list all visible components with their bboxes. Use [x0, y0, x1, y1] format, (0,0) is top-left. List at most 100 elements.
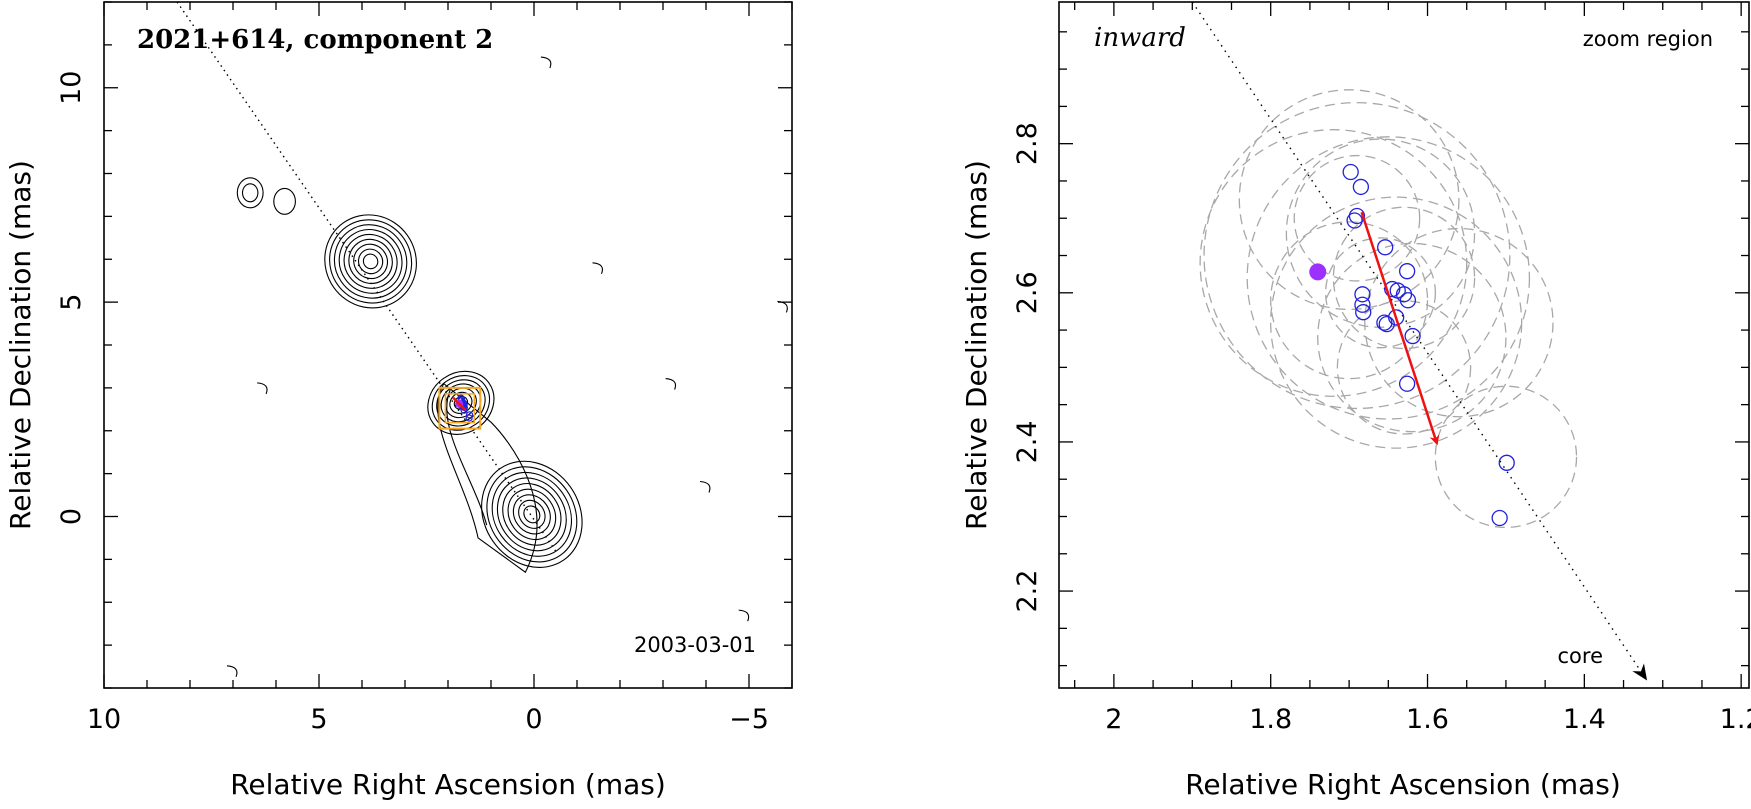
- component-point-4: [1377, 239, 1394, 256]
- contour-core-4: [502, 483, 562, 546]
- contour-core-3: [496, 477, 567, 552]
- core-label: core: [1558, 644, 1604, 668]
- left-xtick-label-3: −5: [729, 704, 769, 735]
- uncertainty-circle-11: [1336, 300, 1472, 435]
- motion-vector: [1360, 211, 1440, 446]
- component-point-9: [1399, 292, 1417, 309]
- noise-contour-5: [540, 56, 552, 69]
- contour-knot-north-3: [338, 228, 403, 294]
- observation-date: 2003-03-01: [634, 633, 756, 657]
- contour-core-6: [512, 494, 551, 535]
- component-point-12: [1355, 304, 1372, 321]
- noise-contour-0: [257, 382, 268, 395]
- zoom-region-box-inner: [444, 393, 475, 424]
- left-point-18: [465, 411, 474, 419]
- component-point-16: [1404, 327, 1421, 345]
- motion-vector-arrow: [1360, 211, 1440, 446]
- component-point-10: [1354, 286, 1371, 303]
- component-point-17: [1398, 375, 1416, 392]
- component-point-0: [1342, 163, 1359, 181]
- left-y-axis-label: Relative Declination (mas): [4, 160, 37, 530]
- left-x-axis-label: Relative Right Ascension (mas): [230, 768, 666, 801]
- right-x-axis-label: Relative Right Ascension (mas): [1185, 768, 1621, 801]
- contour-core-0: [481, 460, 583, 568]
- right-xtick-label-4: 1.2: [1720, 704, 1751, 735]
- component-point-18: [1498, 454, 1515, 471]
- right-axis-ticks: 2 1.8 1.6 1.4 1.2 2.2 2.4 2.6 2.8: [1012, 2, 1751, 735]
- uncertainty-circles: [1199, 89, 1578, 529]
- right-xtick-label-2: 1.6: [1406, 704, 1449, 735]
- left-point-19: [465, 414, 473, 422]
- noise-contour-1: [592, 262, 603, 275]
- component-point-5: [1398, 263, 1416, 280]
- right-y-axis-label: Relative Declination (mas): [960, 160, 993, 530]
- left-ytick-label-0: 0: [56, 508, 87, 525]
- right-panel: 2 1.8 1.6 1.4 1.2 2.2 2.4 2.6 2.8 inward zoom re…: [960, 1, 1751, 801]
- left-xtick-label-0: 10: [87, 704, 121, 735]
- noise-contour-4: [738, 609, 750, 622]
- inward-label: inward: [1094, 23, 1186, 53]
- contour-knot-north-5: [348, 238, 393, 284]
- noise-contour-7: [777, 300, 788, 313]
- mean-position-marker: [1309, 263, 1327, 281]
- right-ytick-label-1: 2.4: [1012, 420, 1043, 463]
- uncertainty-circle-3: [1246, 136, 1531, 420]
- component-point-1: [1352, 178, 1370, 196]
- right-xtick-label-1: 1.8: [1249, 704, 1292, 735]
- uncertainty-circle-10: [1293, 154, 1421, 282]
- contour-knot-north-1: [329, 219, 413, 304]
- component-point-14: [1376, 314, 1393, 331]
- noise-contour-6: [226, 665, 238, 678]
- uncertainty-circle-4: [1285, 138, 1476, 328]
- contour-knot-north-6: [353, 243, 389, 280]
- noise-contour-2: [665, 378, 677, 390]
- left-xtick-label-2: 0: [525, 704, 542, 735]
- left-markers: [438, 386, 482, 430]
- contour-knot-north-7: [357, 248, 384, 275]
- left-plot-frame: [103, 1, 793, 689]
- zoom-region-box: [438, 386, 482, 430]
- uncertainty-circle-5: [1332, 206, 1476, 350]
- uncertainty-circle-1: [1199, 129, 1468, 397]
- contour-core-5: [507, 488, 557, 541]
- left-ytick-label-2: 10: [56, 71, 87, 105]
- contour-knot-middle-0: [427, 370, 495, 435]
- uncertainty-circle-0: [1238, 89, 1460, 311]
- contour-core-8: [523, 505, 541, 524]
- uncertainty-circle-2: [1203, 101, 1511, 410]
- jet-axis-line: [1191, 1, 1648, 681]
- uncertainty-circle-8: [1270, 221, 1429, 380]
- uncertainty-circle-12: [1434, 385, 1578, 529]
- left-panel-title: 2021+614, component 2: [137, 25, 493, 55]
- uncertainty-circle-7: [1317, 242, 1507, 433]
- contour-knot-north-4: [343, 233, 398, 289]
- contour-isolated-1-1: [241, 183, 259, 203]
- right-xtick-label-0: 2: [1105, 704, 1122, 735]
- uncertainty-circle-6: [1270, 196, 1523, 449]
- left-red-marker: [452, 396, 467, 411]
- contour-map: [176, 1, 788, 678]
- contour-jet-envelope-inner: [446, 389, 488, 526]
- uncertainty-circle-13: [1364, 227, 1554, 418]
- component-point-19: [1491, 509, 1508, 527]
- component-positions: [1309, 163, 1515, 527]
- right-xtick-label-3: 1.4: [1563, 704, 1606, 735]
- contour-knot-north-8: [362, 253, 379, 270]
- jet-axis-dotted-line: [1191, 1, 1648, 681]
- component-point-11: [1354, 296, 1371, 313]
- right-ytick-label-0: 2.2: [1012, 570, 1043, 613]
- left-xtick-label-1: 5: [310, 704, 327, 735]
- component-point-3: [1346, 212, 1363, 229]
- contour-knot-north-0: [324, 214, 417, 309]
- right-plot-frame: [1058, 1, 1750, 689]
- contour-core-2: [491, 471, 573, 557]
- contour-core-7: [518, 499, 546, 529]
- left-jet-axis: [176, 1, 557, 552]
- right-ytick-label-3: 2.8: [1012, 122, 1043, 165]
- component-point-2: [1348, 207, 1366, 225]
- contour-isolated-2-0: [273, 187, 296, 215]
- left-axis-ticks: 10 5 0 −5 0 5 10: [56, 1, 793, 735]
- uncertainty-circle-9: [1324, 237, 1437, 349]
- contour-knot-north-2: [333, 224, 408, 299]
